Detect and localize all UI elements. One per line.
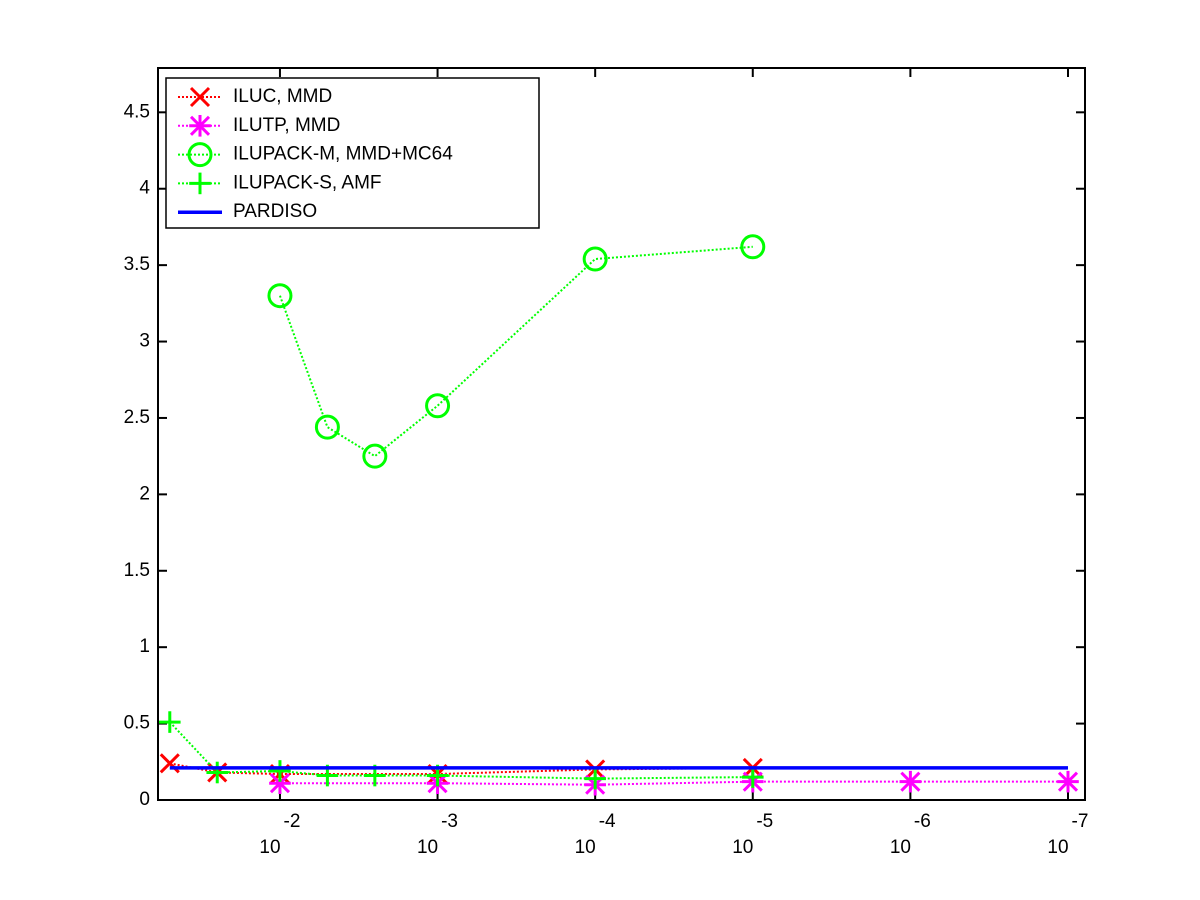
marker-circle [314,414,340,440]
legend-label: ILUPACK-M, MMD+MC64 [233,144,453,165]
legend-label: ILUC, MMD [233,86,332,107]
series-line [169,721,753,780]
y-tick-label: 1.5 [124,560,150,581]
x-tick-label: 10 [417,837,438,858]
y-tick-label: 2 [139,483,150,504]
axes-box [157,67,1086,801]
marker [267,283,293,309]
marker-circle [362,443,388,469]
marker [425,393,451,419]
x-tick-exponent: -4 [599,811,616,832]
y-tick-label: 1 [139,636,150,657]
legend-box [165,77,540,229]
marker [584,767,606,790]
marker-circle [582,246,608,272]
marker-circle [425,393,451,419]
y-tick-label: 4.5 [124,101,150,122]
y-tick-label: 4 [139,178,150,199]
legend-label: ILUTP, MMD [233,115,340,136]
marker-circle [267,283,293,309]
marker [741,766,764,788]
y-tick-label: 3.5 [124,254,150,275]
marker [158,711,181,733]
marker [740,234,766,260]
y-tick-label: 3 [139,331,150,352]
marker [189,115,211,137]
marker-stroke [189,86,211,108]
x-tick-exponent: -6 [914,811,931,832]
marker-circle [740,234,766,260]
marker [314,414,340,440]
marker [189,172,211,195]
marker [899,770,922,793]
marker [269,760,291,782]
marker [582,246,608,272]
x-tick-label: 10 [1047,837,1068,858]
x-tick-label: 10 [732,837,753,858]
legend-label: PARDISO [233,201,317,222]
marker [189,86,211,108]
marker [1057,770,1079,793]
x-tick-exponent: -3 [441,811,458,832]
x-tick-label: 10 [890,837,911,858]
series-line [279,245,753,458]
x-tick-label: 10 [259,837,280,858]
x-tick-label: 10 [575,837,596,858]
y-tick-label: 0.5 [124,713,150,734]
marker [187,142,213,168]
x-tick-exponent: -7 [1072,811,1089,832]
x-tick-exponent: -5 [756,811,773,832]
marker [362,443,388,469]
legend-label: ILUPACK-S, AMF [233,172,382,193]
x-tick-exponent: -2 [284,811,301,832]
y-tick-label: 0 [139,789,150,810]
marker [206,761,229,784]
y-tick-label: 2.5 [124,407,150,428]
series-line [279,780,1068,786]
marker-circle [187,142,213,168]
marker-stroke [159,753,180,774]
